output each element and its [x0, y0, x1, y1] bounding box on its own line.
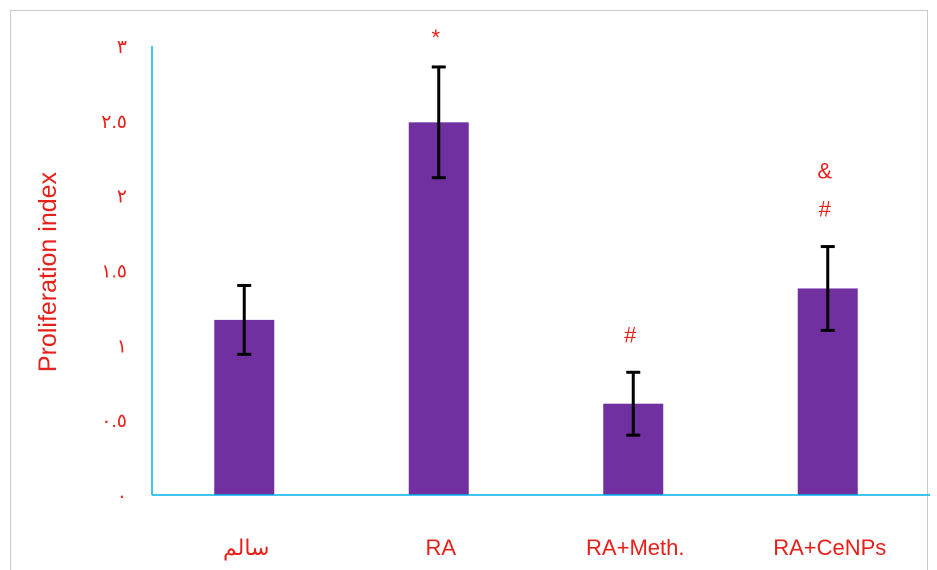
significance-marker: #: [819, 197, 832, 222]
chart-marks: سالم * RA # RA+Meth. & # RA+CeNPs: [214, 25, 886, 561]
x-tick-label: سالم: [223, 535, 269, 561]
chart-frame: [10, 10, 928, 570]
y-tick-label: ٢: [117, 187, 127, 208]
y-tick-label: ٣: [117, 37, 127, 58]
significance-marker: *: [431, 25, 440, 50]
y-tick-label: ٠: [117, 486, 127, 507]
y-tick-label: ٢.٥: [101, 112, 127, 133]
y-tick-label: ١.٥: [101, 262, 127, 283]
x-tick-label: RA: [425, 535, 456, 560]
bar: [408, 122, 469, 495]
y-tick-label: ١: [117, 336, 127, 357]
y-tick-label: ٠.٥: [101, 411, 127, 432]
significance-marker: &: [817, 159, 832, 184]
significance-marker: #: [624, 322, 637, 347]
x-tick-label: RA+CeNPs: [773, 535, 886, 560]
x-tick-label: RA+Meth.: [586, 535, 684, 560]
y-axis-label: Proliferation index: [34, 171, 62, 372]
